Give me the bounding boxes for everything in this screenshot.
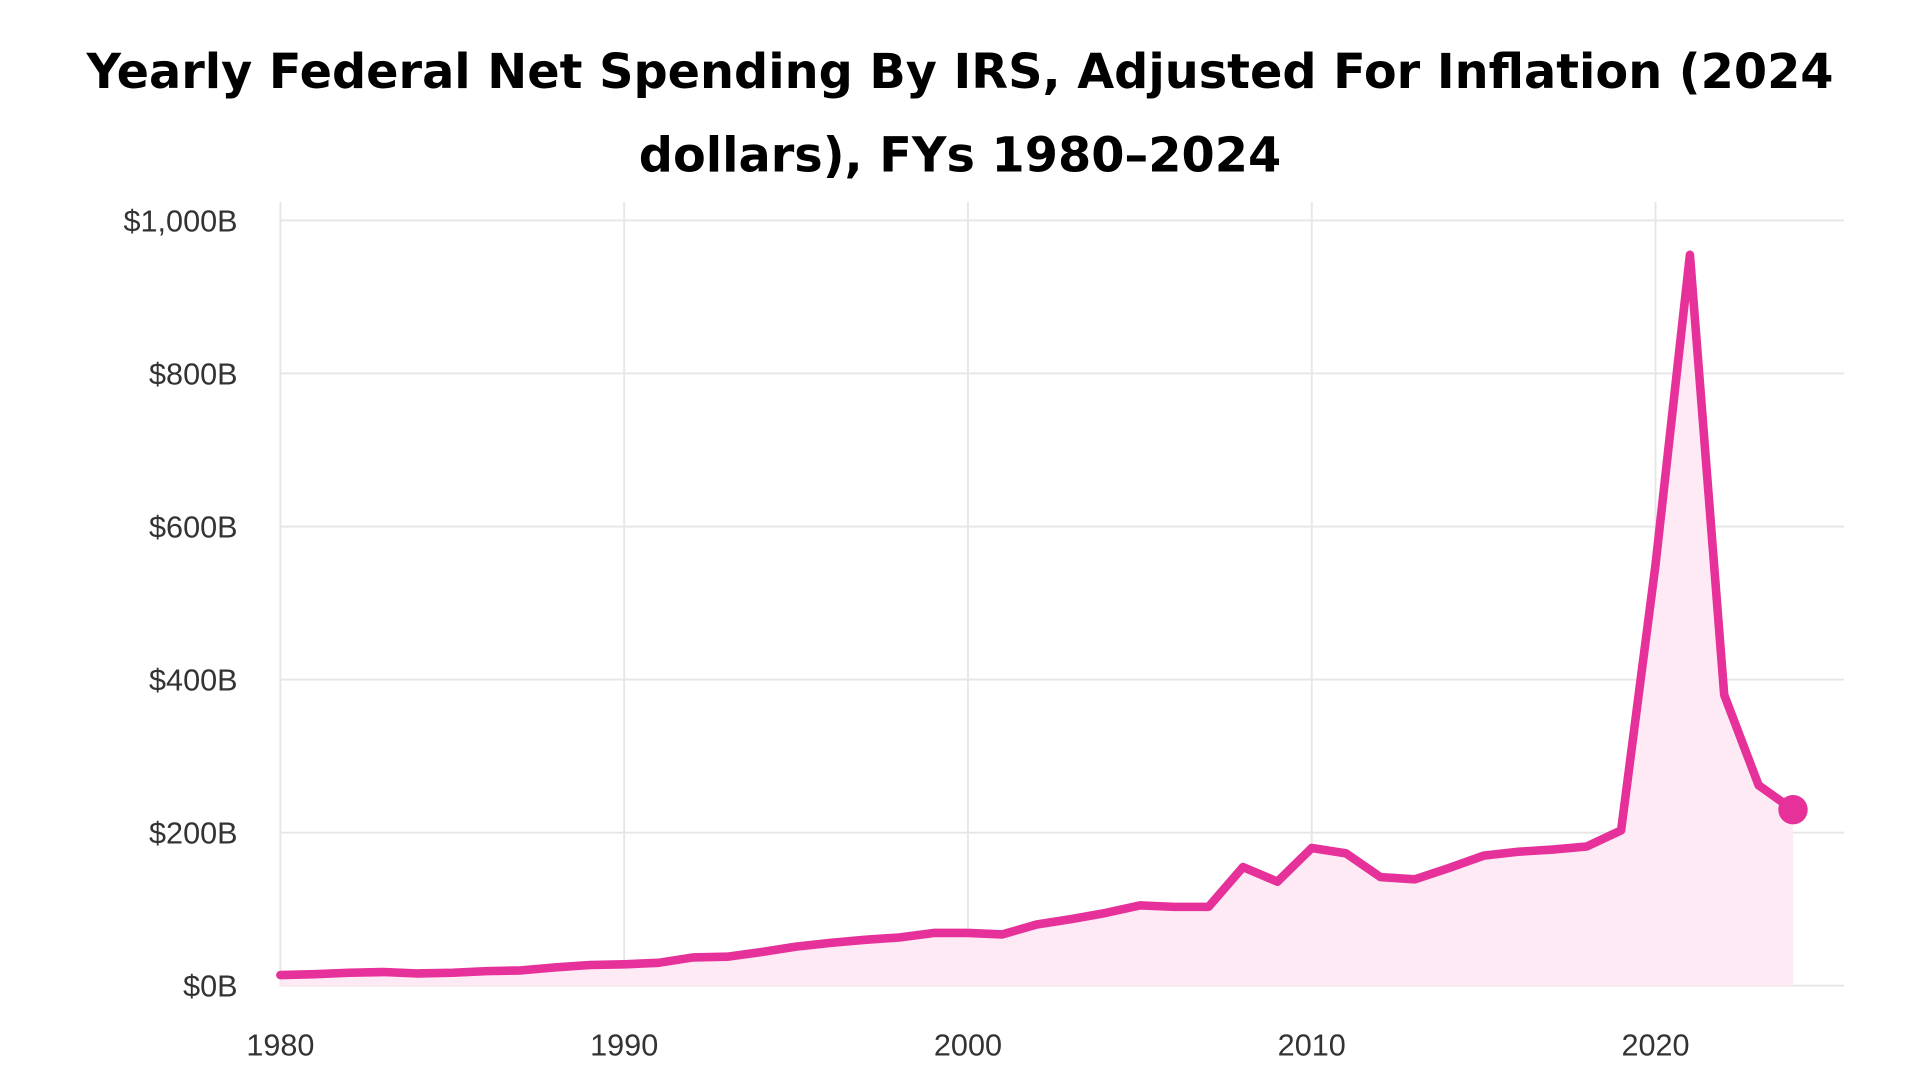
y-tick-label: $0B xyxy=(183,970,237,1004)
x-tick-label: 1990 xyxy=(590,1029,658,1063)
x-tick-label: 2000 xyxy=(934,1029,1002,1063)
y-tick-label: $800B xyxy=(149,357,238,391)
last-point-marker xyxy=(1778,795,1808,825)
area-layer xyxy=(276,250,1808,986)
y-tick-label: $200B xyxy=(149,817,238,851)
y-tick-label: $600B xyxy=(149,511,238,545)
y-tick-label: $1,000B xyxy=(124,204,238,238)
x-tick-label: 2010 xyxy=(1278,1029,1346,1063)
x-tick-label: 1980 xyxy=(246,1029,314,1063)
chart-title-line-2: dollars), FYs 1980–2024 xyxy=(639,128,1281,183)
x-tick-label: 2020 xyxy=(1621,1029,1689,1063)
axis-ticks: $0B $200B $400B $600B $800B $1,000B 1980 1990 20… xyxy=(124,204,1690,1062)
y-tick-label: $400B xyxy=(149,664,238,698)
chart-title-line-1: Yearly Federal Net Spending By IRS, Adju… xyxy=(85,45,1833,100)
area-fill xyxy=(280,254,1794,986)
